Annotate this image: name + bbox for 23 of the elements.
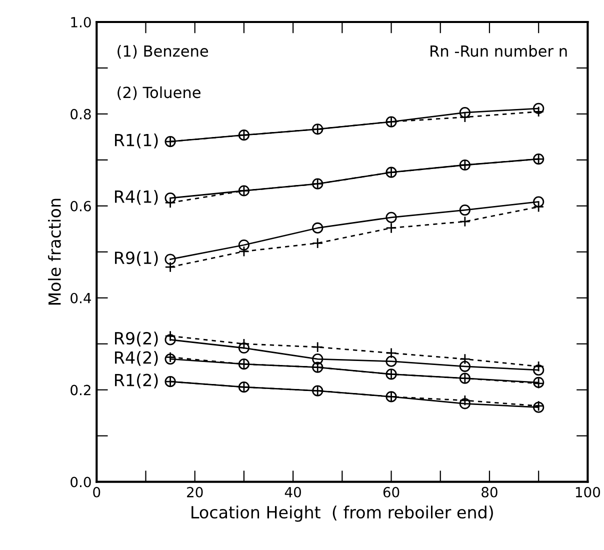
x-tick-label: 100: [576, 486, 600, 498]
x-axis-title: Location Height ( from reboiler end): [192, 506, 493, 522]
y-tick-label: 0.2: [70, 384, 90, 396]
x-tick-label: 0: [93, 486, 100, 498]
series-label: R1(1): [115, 134, 158, 148]
y-tick-label: 0.6: [70, 200, 91, 212]
series-label: R4(2): [115, 350, 158, 366]
x-tick-label: 80: [482, 486, 498, 498]
y-tick-label: 0.0: [70, 476, 91, 488]
x-tick-label: 60: [383, 486, 400, 498]
y-tick-label: 0.4: [70, 292, 91, 304]
annotation: (2) Toluene: [118, 86, 200, 100]
x-tick-label: 20: [187, 486, 203, 498]
y-axis-title: Mole fraction: [48, 198, 61, 305]
annotation: Rn -Run number n: [430, 44, 567, 57]
series-label: R1(2): [115, 374, 158, 388]
series-label: R4(1): [115, 190, 158, 205]
annotation: (1) Benzene: [118, 45, 208, 59]
y-tick-label: 1.0: [71, 16, 91, 28]
series-label: R9(1): [115, 251, 158, 266]
x-tick-label: 40: [284, 486, 301, 498]
y-tick-label: 0.8: [70, 108, 91, 120]
series-label: R9(2): [115, 332, 158, 347]
